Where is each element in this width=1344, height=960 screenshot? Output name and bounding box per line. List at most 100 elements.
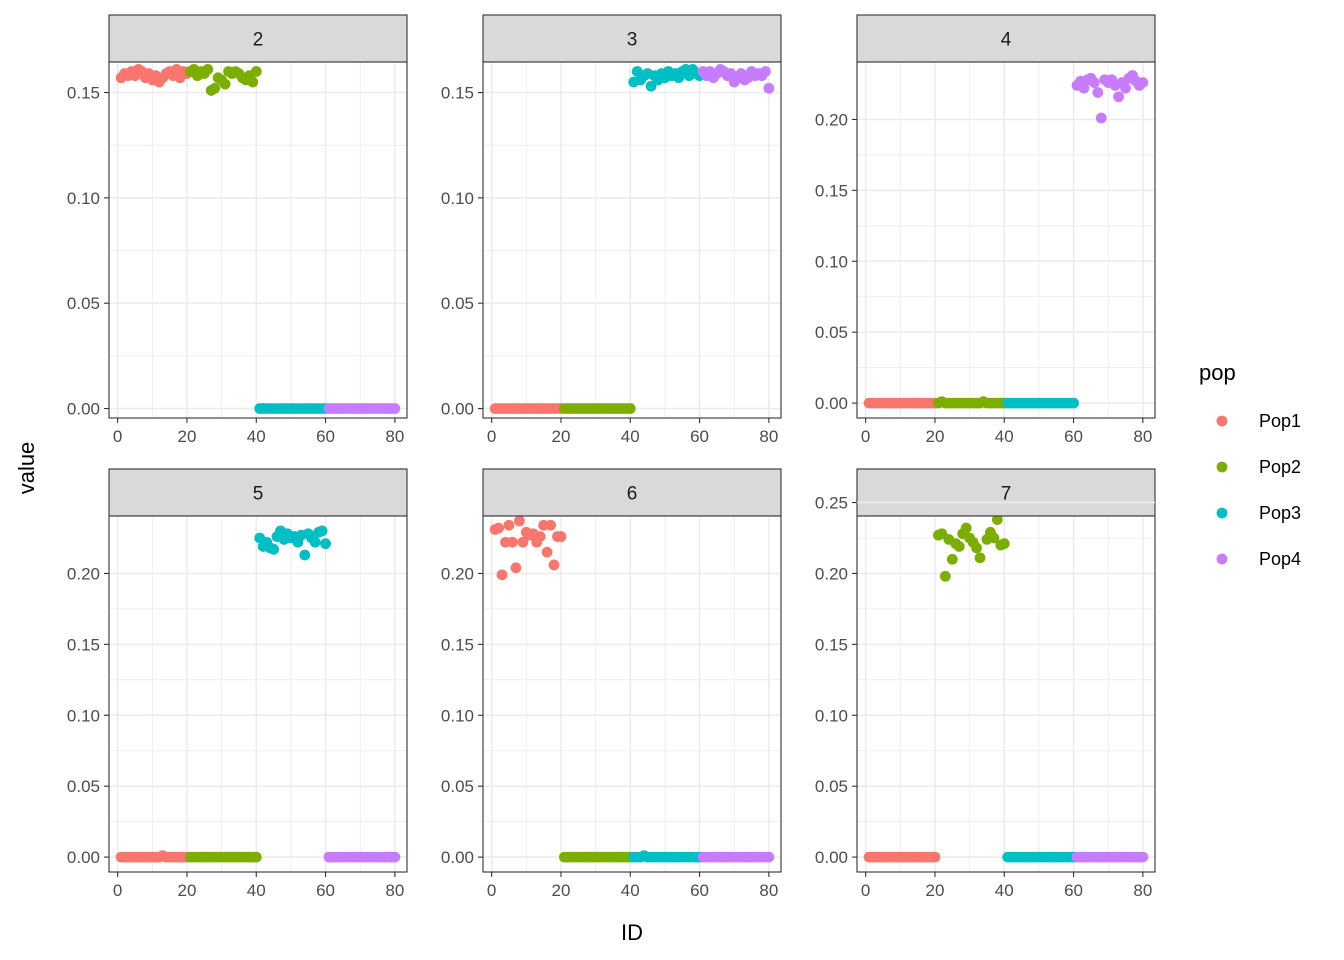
data-point <box>219 78 231 90</box>
data-point <box>763 82 775 94</box>
x-tick-label: 80 <box>759 881 778 900</box>
data-point <box>998 538 1010 550</box>
facet-strip <box>108 14 408 63</box>
y-tick-label: 0.20 <box>441 564 474 583</box>
data-point <box>974 552 986 564</box>
y-tick-label: 0.00 <box>815 848 848 867</box>
data-point <box>534 531 546 542</box>
y-tick-label: 0.05 <box>815 777 848 796</box>
y-tick-label: 0.10 <box>67 706 100 725</box>
x-axis-title: ID <box>621 920 643 945</box>
x-tick-label: 40 <box>621 427 640 446</box>
y-tick-label: 0.20 <box>67 564 100 583</box>
panel-border <box>856 61 1156 419</box>
x-tick-label: 40 <box>621 881 640 900</box>
facet-strip-label: 4 <box>1001 30 1012 51</box>
data-point <box>316 525 328 537</box>
x-tick-label: 20 <box>552 881 571 900</box>
data-point <box>953 541 965 552</box>
y-tick-label: 0.00 <box>441 400 474 419</box>
legend-label: Pop2 <box>1259 457 1301 477</box>
x-tick-label: 20 <box>926 427 945 446</box>
data-point <box>202 63 214 75</box>
y-tick-label: 0.15 <box>815 635 848 654</box>
data-point <box>1113 91 1125 103</box>
x-tick-label: 40 <box>247 881 266 900</box>
data-point <box>645 80 657 92</box>
data-point <box>929 851 941 863</box>
y-tick-label: 0.15 <box>67 84 100 103</box>
data-point <box>320 538 331 550</box>
y-tick-label: 0.00 <box>67 400 100 419</box>
x-tick-label: 60 <box>1064 427 1083 446</box>
data-point <box>960 522 972 534</box>
facet-strip <box>856 468 1156 517</box>
y-tick-label: 0.05 <box>815 323 848 342</box>
facet-panel: 40 20 40 60 800.000.050.100.150.20 <box>815 14 1156 446</box>
y-tick-label: 0.05 <box>441 777 474 796</box>
y-tick-label: 0.15 <box>441 84 474 103</box>
plot-background <box>109 516 407 872</box>
data-point <box>493 522 504 534</box>
x-tick-label: 80 <box>385 427 404 446</box>
plot-background <box>109 62 407 418</box>
data-point <box>299 549 311 561</box>
plot-background <box>483 516 781 872</box>
legend-label: Pop3 <box>1259 503 1301 523</box>
x-tick-label: 60 <box>690 427 709 446</box>
data-point <box>548 559 560 571</box>
x-tick-label: 40 <box>247 427 266 446</box>
x-tick-label: 0 <box>487 881 496 900</box>
legend-key <box>1216 507 1228 519</box>
plot-background <box>483 62 781 418</box>
panel-border <box>856 515 1156 873</box>
legend: pop Pop1 Pop2 Pop3 Pop4 <box>1199 360 1301 569</box>
x-tick-label: 40 <box>995 881 1014 900</box>
x-tick-label: 0 <box>113 881 122 900</box>
x-tick-label: 20 <box>178 881 197 900</box>
facet-strip-label: 2 <box>253 30 264 51</box>
data-point <box>247 76 259 88</box>
data-point <box>510 562 522 574</box>
data-point <box>1088 77 1100 88</box>
legend-label: Pop4 <box>1259 549 1301 569</box>
data-point <box>946 553 958 565</box>
facet-strip-label: 3 <box>627 30 638 51</box>
data-point <box>1078 82 1090 94</box>
data-point <box>1092 87 1104 98</box>
data-point <box>389 851 401 863</box>
data-points <box>115 525 401 863</box>
data-point <box>513 516 525 527</box>
data-point <box>541 546 553 558</box>
data-point <box>268 543 279 555</box>
data-point <box>988 532 1000 544</box>
y-tick-label: 0.15 <box>441 635 474 654</box>
y-tick-label: 0.00 <box>441 848 474 867</box>
facet-panel: 5 0 20 40 60 80 0.00 0.05 0.10 0.15 0.20 <box>67 468 408 900</box>
x-tick-label: 80 <box>1133 881 1152 900</box>
panel-border <box>482 61 782 419</box>
x-tick-label: 20 <box>926 881 945 900</box>
data-point <box>1137 851 1149 863</box>
x-tick-label: 80 <box>759 427 778 446</box>
panel-border <box>108 61 408 419</box>
x-tick-label: 20 <box>178 427 197 446</box>
x-tick-label: 40 <box>995 427 1014 446</box>
y-tick-label: 0.05 <box>67 777 100 796</box>
data-point <box>496 569 508 581</box>
data-points <box>863 70 1149 409</box>
y-tick-label: 0.10 <box>815 252 848 271</box>
facet-strip-label: 7 <box>1001 484 1012 505</box>
data-point <box>555 531 567 542</box>
facet-strip <box>856 14 1156 63</box>
x-tick-label: 0 <box>861 427 870 446</box>
data-point <box>991 516 1003 525</box>
plot-background <box>857 62 1155 418</box>
data-point <box>517 536 529 548</box>
y-axis-title: value <box>14 442 39 495</box>
legend-key <box>1216 553 1228 565</box>
x-tick-label: 80 <box>385 881 404 900</box>
data-points <box>863 516 1149 863</box>
facet-strip <box>482 468 782 517</box>
